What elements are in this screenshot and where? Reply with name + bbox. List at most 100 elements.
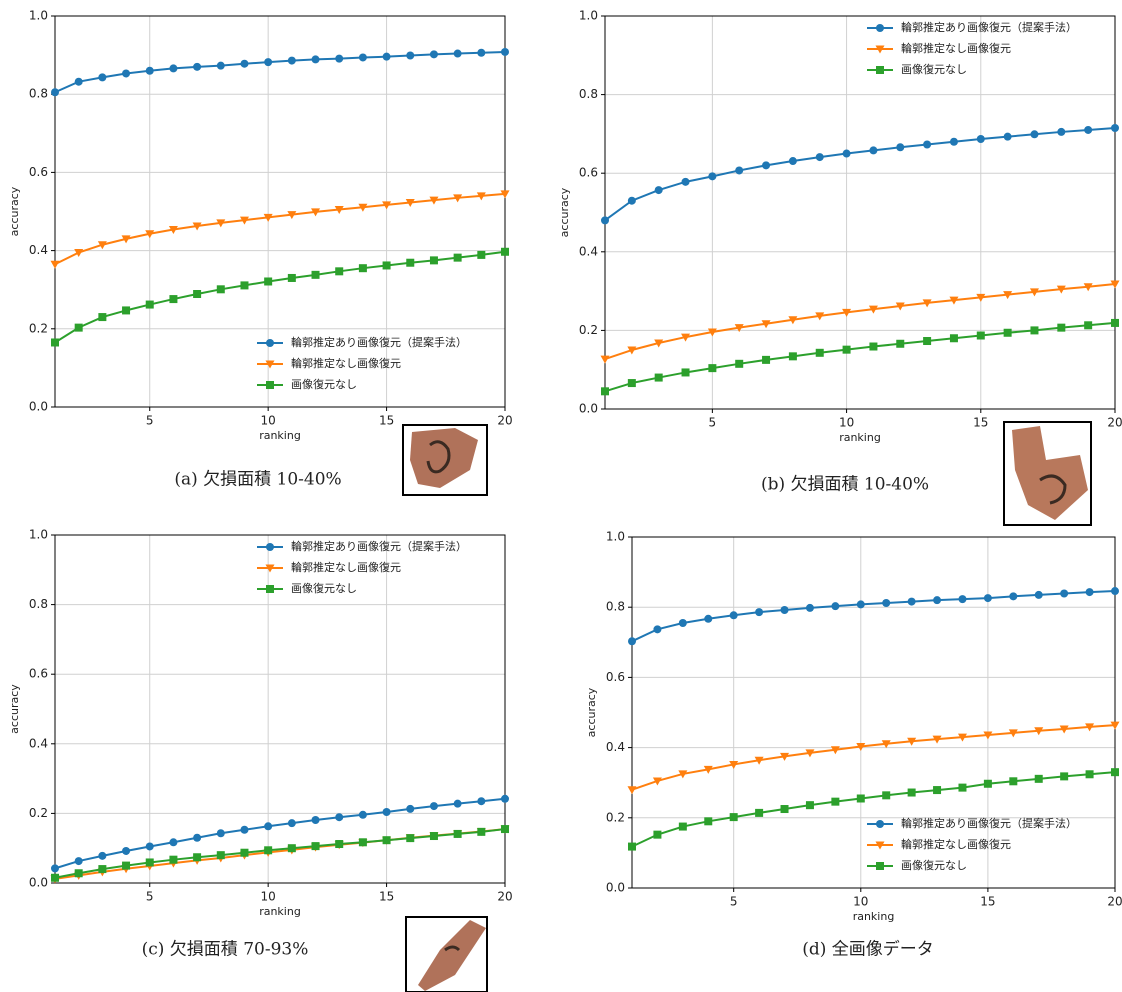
plot-frame (54, 534, 506, 884)
thumbnail-a (402, 424, 488, 496)
marker (405, 199, 415, 208)
marker (876, 66, 884, 74)
marker (335, 840, 344, 849)
legend-label: 画像復元なし (901, 63, 967, 76)
marker (1059, 725, 1069, 734)
series-line (631, 590, 1116, 643)
marker (762, 355, 771, 364)
marker (477, 48, 486, 57)
y-tick-label: 0.6 (606, 670, 625, 684)
marker (240, 281, 249, 290)
y-axis-label: accuracy (8, 684, 21, 734)
marker (1085, 770, 1094, 779)
y-tick-label: 0.2 (606, 810, 625, 824)
marker (983, 779, 992, 788)
marker (169, 838, 178, 847)
marker (122, 861, 131, 870)
marker (869, 342, 878, 351)
marker (923, 140, 932, 149)
marker (976, 293, 986, 302)
marker (97, 241, 107, 250)
y-axis-label: accuracy (8, 186, 21, 236)
marker (287, 819, 296, 828)
marker (74, 869, 83, 878)
marker (1034, 590, 1043, 599)
series-line (631, 771, 1116, 848)
x-tick-label: 5 (709, 416, 717, 430)
marker (501, 47, 509, 56)
marker (815, 153, 824, 162)
y-tick-label: 0.2 (29, 321, 48, 335)
y-tick-label: 0.6 (579, 166, 598, 180)
x-axis-label: ranking (839, 431, 881, 444)
marker (216, 61, 225, 70)
marker (429, 196, 439, 205)
marker (755, 808, 764, 817)
marker (51, 873, 59, 882)
marker (240, 825, 249, 834)
legend-label: 輪郭推定なし画像復元 (901, 837, 1011, 851)
marker (627, 786, 637, 795)
marker (761, 320, 771, 329)
marker (429, 256, 438, 265)
marker (1110, 280, 1120, 289)
marker (266, 339, 274, 347)
marker (678, 822, 687, 831)
y-tick-label: 1.0 (579, 9, 598, 23)
series-line (604, 283, 1116, 361)
marker (1085, 723, 1095, 732)
chart-panel: 0.0 0.2 0.4 0.6 0.8 1.0 5 10 15 20 ranking accuracy… (8, 528, 513, 960)
marker (1009, 592, 1018, 601)
plot-frame (604, 15, 1116, 410)
marker (704, 817, 713, 826)
marker (932, 735, 942, 744)
marker (287, 211, 297, 220)
marker (382, 52, 391, 61)
x-tick-label: 20 (497, 890, 512, 904)
marker (335, 267, 344, 276)
legend-label: 輪郭推定あり画像復元（提案手法） (901, 816, 1077, 830)
marker (1030, 326, 1039, 335)
x-tick-label: 10 (261, 890, 276, 904)
y-tick-label: 0.2 (29, 806, 48, 820)
marker (287, 56, 296, 65)
y-tick-label: 0.8 (579, 87, 598, 101)
marker (266, 381, 274, 389)
series-line (54, 192, 506, 266)
marker (729, 813, 738, 822)
marker (311, 842, 320, 851)
marker (815, 312, 825, 321)
caption: (a) 欠損面積 10-40% (174, 470, 341, 490)
marker (429, 50, 438, 59)
marker (98, 865, 107, 874)
marker (239, 216, 249, 225)
marker (600, 355, 610, 364)
marker (145, 230, 155, 239)
marker (1060, 772, 1069, 781)
x-tick-label: 20 (1107, 895, 1122, 909)
marker (681, 333, 691, 342)
thumbnail-c (405, 916, 488, 992)
marker (678, 770, 688, 779)
marker (627, 196, 636, 205)
y-tick-label: 1.0 (29, 528, 48, 542)
marker (74, 77, 83, 86)
y-tick-label: 0.0 (29, 400, 48, 414)
marker (1084, 125, 1093, 134)
marker (976, 135, 985, 144)
marker (501, 247, 509, 256)
marker (654, 339, 664, 348)
marker (681, 368, 690, 377)
marker (1084, 321, 1093, 330)
marker (681, 177, 690, 186)
marker (406, 804, 415, 813)
marker (627, 346, 637, 355)
marker (842, 308, 852, 317)
marker (1008, 729, 1018, 738)
legend-label: 輪郭推定あり画像復元（提案手法） (901, 20, 1077, 34)
marker (869, 146, 878, 155)
marker (358, 53, 367, 62)
marker (907, 597, 916, 606)
marker (453, 799, 462, 808)
marker (922, 299, 932, 308)
